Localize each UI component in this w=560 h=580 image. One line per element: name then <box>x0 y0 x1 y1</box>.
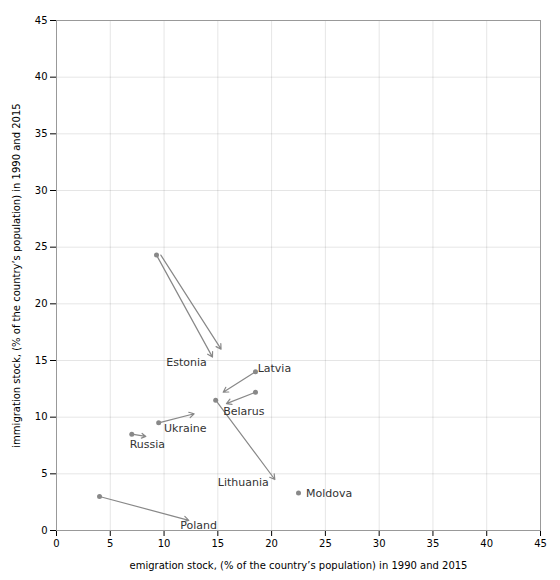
svg-text:10: 10 <box>35 411 48 422</box>
svg-text:5: 5 <box>107 538 113 549</box>
svg-text:40: 40 <box>480 538 493 549</box>
svg-text:25: 25 <box>35 241 48 252</box>
svg-text:30: 30 <box>373 538 386 549</box>
svg-text:45: 45 <box>534 538 547 549</box>
svg-text:Poland: Poland <box>180 519 217 532</box>
svg-text:Lithuania: Lithuania <box>218 476 269 489</box>
svg-text:immigration stock, (% of the c: immigration stock, (% of the country’s p… <box>11 103 22 447</box>
svg-text:15: 15 <box>35 355 48 366</box>
svg-text:10: 10 <box>158 538 171 549</box>
svg-text:25: 25 <box>319 538 332 549</box>
svg-text:35: 35 <box>35 128 48 139</box>
svg-text:20: 20 <box>265 538 278 549</box>
svg-text:Moldova: Moldova <box>306 487 352 500</box>
svg-text:Russia: Russia <box>130 438 165 451</box>
svg-text:Latvia: Latvia <box>258 362 292 375</box>
svg-text:15: 15 <box>211 538 224 549</box>
svg-text:Estonia: Estonia <box>166 356 207 369</box>
svg-text:40: 40 <box>35 71 48 82</box>
svg-text:Ukraine: Ukraine <box>164 422 207 435</box>
svg-text:45: 45 <box>35 15 48 26</box>
svg-text:0: 0 <box>41 525 47 536</box>
svg-text:30: 30 <box>35 185 48 196</box>
svg-text:5: 5 <box>41 468 47 479</box>
svg-text:Belarus: Belarus <box>223 405 265 418</box>
svg-text:20: 20 <box>35 298 48 309</box>
svg-text:35: 35 <box>427 538 440 549</box>
svg-text:0: 0 <box>53 538 59 549</box>
svg-text:emigration stock, (% of the co: emigration stock, (% of the country’s po… <box>130 560 468 571</box>
